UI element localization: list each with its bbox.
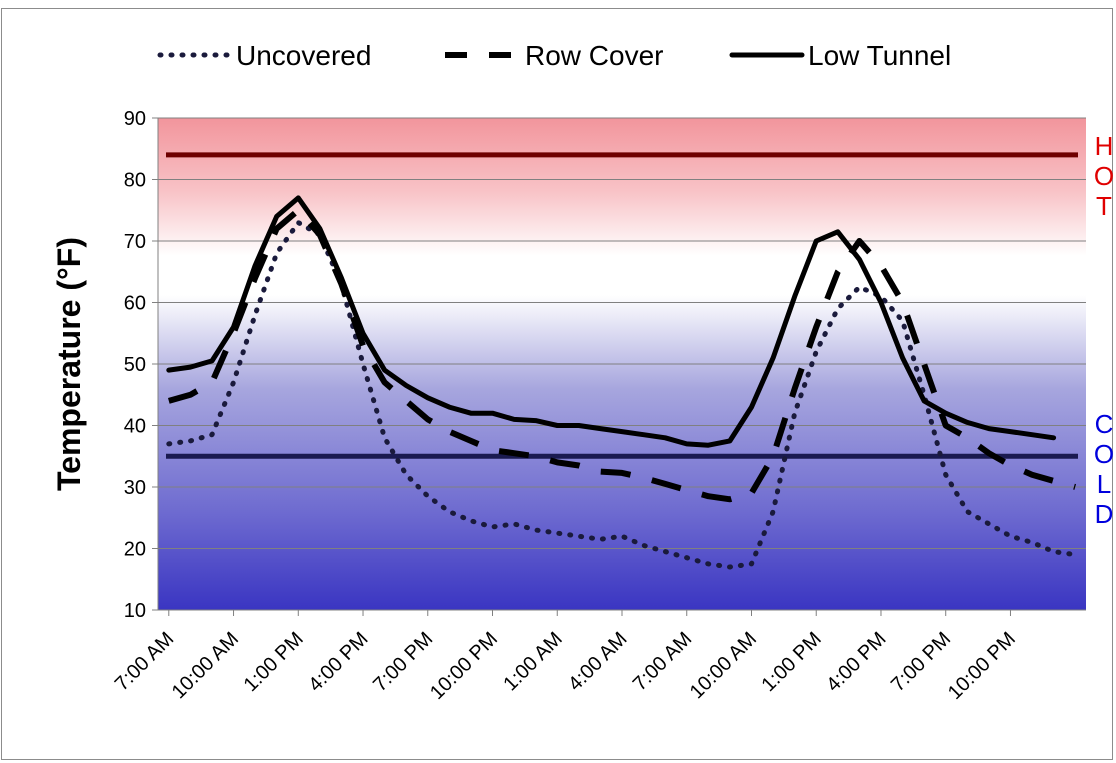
y-tick-label: 20	[124, 539, 146, 561]
zone-label-hot-letter: T	[1096, 191, 1112, 221]
x-tick-label: 10:00 PM	[426, 628, 502, 704]
legend-label-uncovered: Uncovered	[236, 40, 371, 71]
zone-label-hot-letter: H	[1095, 131, 1114, 161]
x-tick-label: 10:00 AM	[168, 628, 243, 703]
x-tick-label: 4:00 AM	[564, 628, 631, 695]
y-tick-label: 60	[124, 293, 146, 315]
x-tick-label: 4:00 PM	[822, 628, 890, 696]
zone-label-cold-letter: O	[1094, 439, 1114, 469]
y-tick-label: 30	[124, 477, 146, 499]
x-tick-label: 10:00 AM	[686, 628, 761, 703]
x-tick-label: 7:00 AM	[629, 628, 696, 695]
y-tick-label: 70	[124, 231, 146, 253]
x-tick-label: 7:00 AM	[111, 628, 178, 695]
x-tick-label: 1:00 AM	[499, 628, 566, 695]
x-tick-label: 7:00 PM	[369, 628, 437, 696]
y-tick-label: 80	[124, 170, 146, 192]
y-tick-label: 40	[124, 416, 146, 438]
series-line-low-tunnel	[166, 195, 1057, 448]
zone-label-hot-letter: O	[1094, 161, 1114, 191]
x-tick-label: 10:00 PM	[944, 628, 1020, 704]
x-tick-label: 4:00 PM	[304, 628, 372, 696]
legend-label-low-tunnel: Low Tunnel	[808, 40, 951, 71]
x-tick-label: 1:00 PM	[240, 628, 308, 696]
zone-label-cold-letter: D	[1095, 499, 1114, 529]
zone-label-cold-letter: C	[1095, 409, 1114, 439]
x-tick-label: 1:00 PM	[758, 628, 826, 696]
zone-label-cold-letter: L	[1097, 469, 1111, 499]
legend-label-row-cover: Row Cover	[525, 40, 663, 71]
y-tick-label: 10	[124, 600, 146, 622]
y-tick-label: 90	[124, 108, 146, 130]
y-tick-label: 50	[124, 354, 146, 376]
y-axis-title: Temperature (°F)	[51, 237, 87, 491]
x-tick-label: 7:00 PM	[887, 628, 955, 696]
